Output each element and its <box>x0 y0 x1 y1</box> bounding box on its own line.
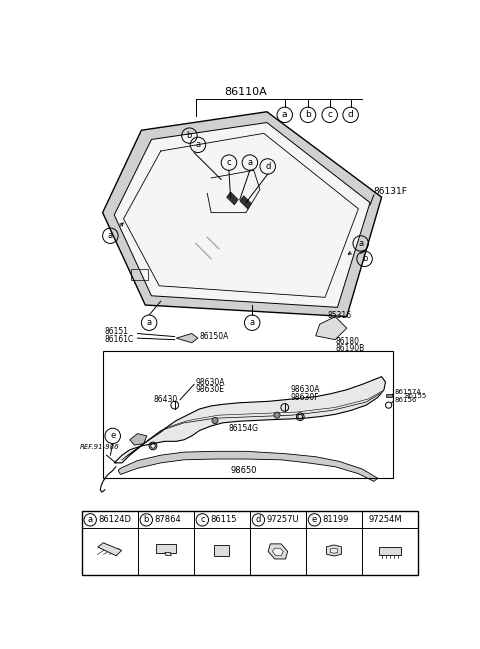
Text: 87864: 87864 <box>154 515 181 524</box>
Polygon shape <box>103 112 382 317</box>
Polygon shape <box>273 548 283 556</box>
Text: 85316: 85316 <box>327 310 351 319</box>
Text: 86131F: 86131F <box>374 188 408 197</box>
Text: a: a <box>195 140 201 149</box>
Text: b: b <box>362 254 367 263</box>
Text: b: b <box>187 131 192 140</box>
Polygon shape <box>379 547 401 556</box>
Text: a: a <box>358 239 363 248</box>
Text: a: a <box>108 231 113 240</box>
Text: d: d <box>348 110 353 119</box>
Text: 86151: 86151 <box>105 328 129 336</box>
Text: a: a <box>247 158 252 167</box>
Bar <box>82 511 418 574</box>
Polygon shape <box>98 543 121 556</box>
Text: c: c <box>227 158 231 167</box>
Text: 86110A: 86110A <box>225 87 267 97</box>
Text: e: e <box>110 432 115 441</box>
Text: 98630A: 98630A <box>291 386 321 394</box>
Text: 97257U: 97257U <box>266 515 299 524</box>
Text: a: a <box>250 318 255 327</box>
Polygon shape <box>214 545 229 556</box>
Polygon shape <box>326 545 341 556</box>
Text: 86150A: 86150A <box>200 332 229 341</box>
Text: a: a <box>146 318 152 327</box>
Polygon shape <box>114 123 370 308</box>
Text: 86156: 86156 <box>395 397 417 403</box>
Text: 98650: 98650 <box>230 466 257 475</box>
Text: 86157A: 86157A <box>395 389 422 395</box>
Polygon shape <box>165 552 171 556</box>
Polygon shape <box>118 451 378 482</box>
Circle shape <box>212 417 218 424</box>
Polygon shape <box>114 376 385 463</box>
Text: 86115: 86115 <box>210 515 237 524</box>
Polygon shape <box>176 334 198 343</box>
Text: 81199: 81199 <box>322 515 348 524</box>
Text: 86180: 86180 <box>335 337 359 346</box>
Text: d: d <box>256 515 261 524</box>
Text: 98630A: 98630A <box>196 378 225 387</box>
Text: 98630F: 98630F <box>291 393 320 402</box>
Text: c: c <box>200 515 204 524</box>
Bar <box>103 351 393 478</box>
Text: 98630E: 98630E <box>196 386 225 394</box>
Text: d: d <box>265 162 270 171</box>
Bar <box>385 393 392 397</box>
Text: 97254M: 97254M <box>368 515 402 524</box>
Polygon shape <box>227 192 238 205</box>
Text: a: a <box>282 110 288 119</box>
Polygon shape <box>156 544 176 554</box>
Polygon shape <box>268 544 288 559</box>
Text: a: a <box>88 515 93 524</box>
Bar <box>132 269 148 280</box>
Text: 86430: 86430 <box>153 395 177 404</box>
Text: b: b <box>305 110 311 119</box>
Polygon shape <box>130 434 147 445</box>
Text: c: c <box>327 110 332 119</box>
Text: 86161C: 86161C <box>105 335 134 344</box>
Text: REF.91-986: REF.91-986 <box>80 445 120 450</box>
Circle shape <box>274 412 280 418</box>
Text: 86155: 86155 <box>405 393 427 399</box>
Polygon shape <box>240 196 252 209</box>
Text: 86154G: 86154G <box>229 424 259 433</box>
Polygon shape <box>316 317 347 339</box>
Polygon shape <box>330 548 338 554</box>
Text: e: e <box>312 515 317 524</box>
Text: b: b <box>144 515 149 524</box>
Text: 86190B: 86190B <box>335 345 364 354</box>
Text: 86124D: 86124D <box>98 515 131 524</box>
